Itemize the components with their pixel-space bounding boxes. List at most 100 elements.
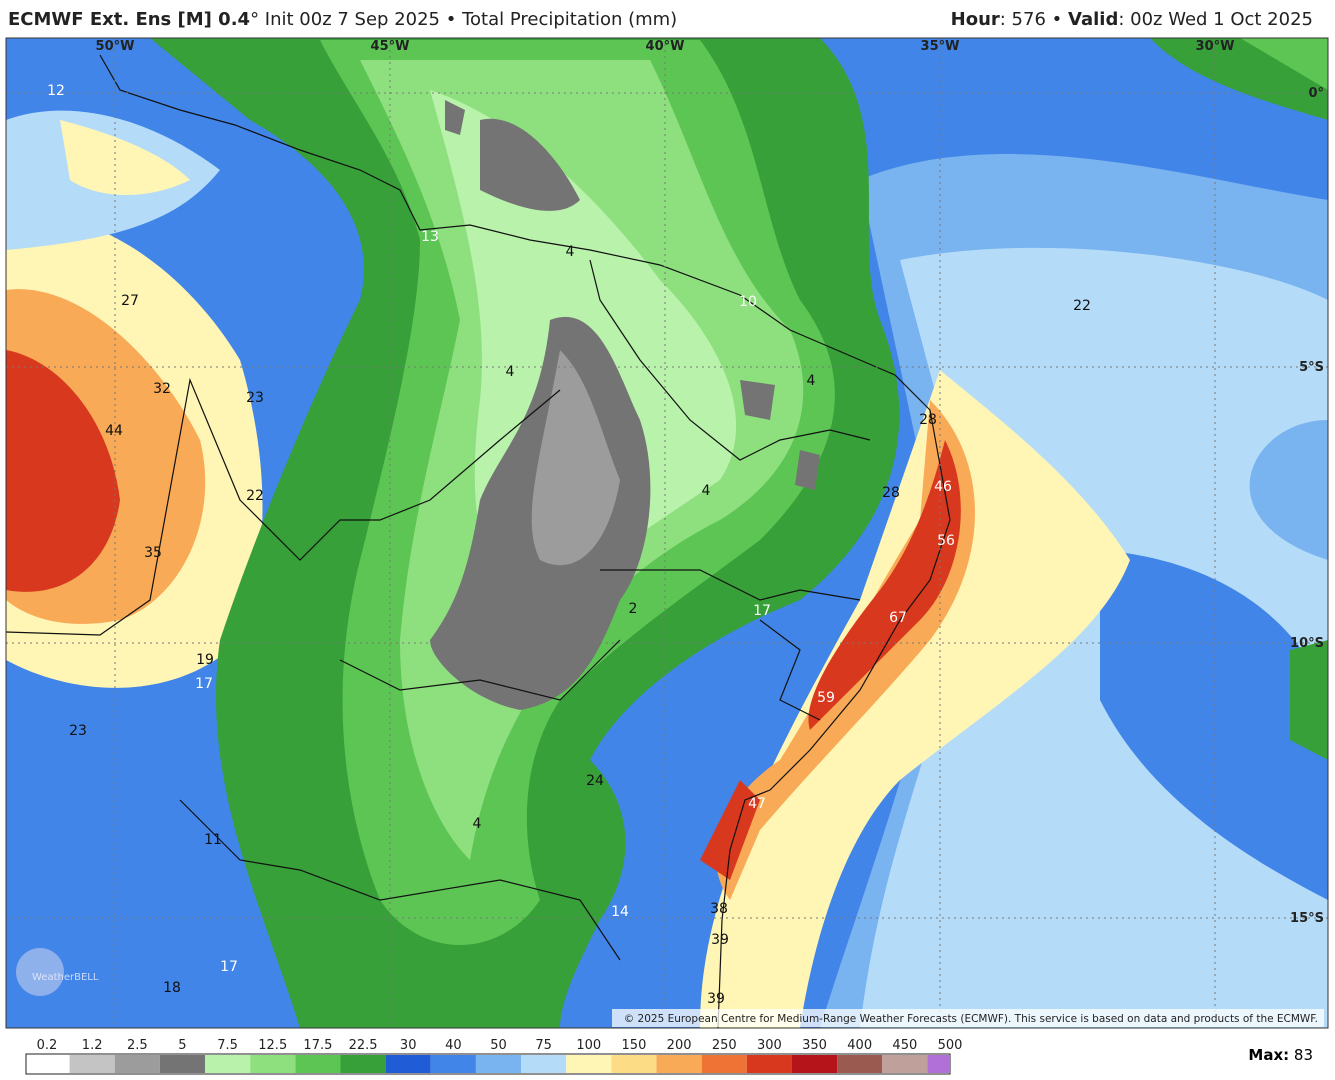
colorbar-label: 250 [712,1038,737,1053]
point-value: 32 [153,381,171,397]
colorbar-swatch [701,1055,747,1073]
colorbar-label: 5 [178,1038,186,1053]
valid-label: Valid [1068,9,1119,30]
colorbar-swatch [837,1055,883,1073]
colorbar-swatch [159,1055,206,1073]
colorbar-label: 150 [622,1038,647,1053]
max: Max: 83 [1248,1046,1313,1064]
point-value: 28 [919,412,937,428]
colorbar-label: 450 [892,1038,917,1053]
point-value: 22 [246,488,264,504]
point-value: 17 [195,676,213,692]
point-value: 22 [1073,298,1091,314]
point-value: 23 [69,723,87,739]
coastline [6,54,951,1028]
logo-mark [16,948,64,996]
lat-label: 15°S [1290,911,1324,926]
point-value: 17 [753,603,771,619]
point-value: 47 [748,796,766,812]
colorbar-swatch [27,1055,70,1073]
max-value: 83 [1293,1046,1313,1064]
colorbar-label: 2.5 [127,1038,148,1053]
point-value: 46 [934,479,952,495]
max-label: Max: [1248,1046,1290,1064]
point-value: 11 [204,832,222,848]
point-value: 4 [702,483,711,499]
point-value: 18 [163,980,181,996]
colorbar: 0.2 1.2 2.5 5 7.5 12.5 17.5 22.5 30 40 50 75 100 150 2… [27,1038,962,1073]
point-value: 28 [882,485,900,501]
copyright: © 2025 European Centre for Medium-Range … [624,1013,1318,1025]
colorbar-swatch [205,1055,251,1073]
point-value: 14 [611,904,629,920]
colorbar-swatch [250,1055,296,1073]
point-value: 12 [47,83,65,99]
colorbar-swatch [746,1055,792,1073]
point-value: 27 [121,293,139,309]
colorbar-swatch [385,1055,431,1073]
colorbar-label: 75 [535,1038,552,1053]
logo: WeatherBELL [32,972,99,983]
colorbar-label: 300 [757,1038,782,1053]
colorbar-label: 12.5 [258,1038,287,1053]
colorbar-swatch [566,1055,612,1073]
point-value: 56 [937,533,955,549]
point-value: 4 [506,364,515,380]
map-frame [5,37,1329,1029]
point-value: 23 [246,390,264,406]
colorbar-swatch [521,1055,567,1073]
lon-label: 45°W [371,39,410,54]
header-right: Hour: 576 • Valid: 00z Wed 1 Oct 2025 [951,9,1313,30]
point-value: 4 [473,816,482,832]
colorbar-swatch [430,1055,476,1073]
point-value: 24 [586,773,604,789]
point-value: 2 [629,601,638,617]
colorbar-label: 1.2 [82,1038,103,1053]
lat-label: 10°S [1290,636,1324,651]
colorbar-label: 7.5 [217,1038,238,1053]
valid: : 00z Wed 1 Oct 2025 [1118,9,1313,30]
colorbar-label: 200 [667,1038,692,1053]
colorbar-swatch [927,1055,950,1073]
lon-label: 40°W [646,39,685,54]
lat-label: 5°S [1299,360,1324,375]
separator: • [1051,9,1063,30]
point-value: 39 [711,932,729,948]
colorbar-label: 40 [445,1038,462,1053]
lon-label: 35°W [921,39,960,54]
separator: • [445,9,457,30]
point-value: 67 [889,610,907,626]
init: Init 00z 7 Sep 2025 [264,9,440,30]
point-value: 38 [710,901,728,917]
colorbar-label: 0.2 [37,1038,58,1053]
point-value: 17 [220,959,238,975]
point-value: 39 [707,991,725,1007]
colorbar-label: 50 [490,1038,507,1053]
header-left: ECMWF Ext. Ens [M] 0.4° Init 00z 7 Sep 2… [8,9,677,30]
colorbar-label: 500 [938,1038,963,1053]
colorbar-label: 17.5 [303,1038,332,1053]
colorbar-swatch [114,1055,160,1073]
point-value: 44 [105,423,123,439]
point-value: 19 [196,652,214,668]
colorbar-label: 350 [802,1038,827,1053]
graticule [6,38,1328,1028]
model: ECMWF Ext. Ens [M] 0.4 [8,9,251,30]
colorbar-label: 30 [400,1038,417,1053]
point-value: 59 [817,690,835,706]
point-value: 4 [807,373,816,389]
precip-field [6,38,1328,1028]
hour-label: Hour [950,9,1000,30]
field: Total Precipitation (mm) [462,9,678,30]
colorbar-swatch [882,1055,928,1073]
colorbar-label: 22.5 [349,1038,378,1053]
point-value: 13 [421,229,439,245]
colorbar-label: 400 [847,1038,872,1053]
colorbar-swatch [475,1055,522,1073]
colorbar-swatch [295,1055,341,1073]
colorbar-swatch [69,1055,115,1073]
lon-label: 30°W [1196,39,1235,54]
hour: : 576 [999,9,1046,30]
